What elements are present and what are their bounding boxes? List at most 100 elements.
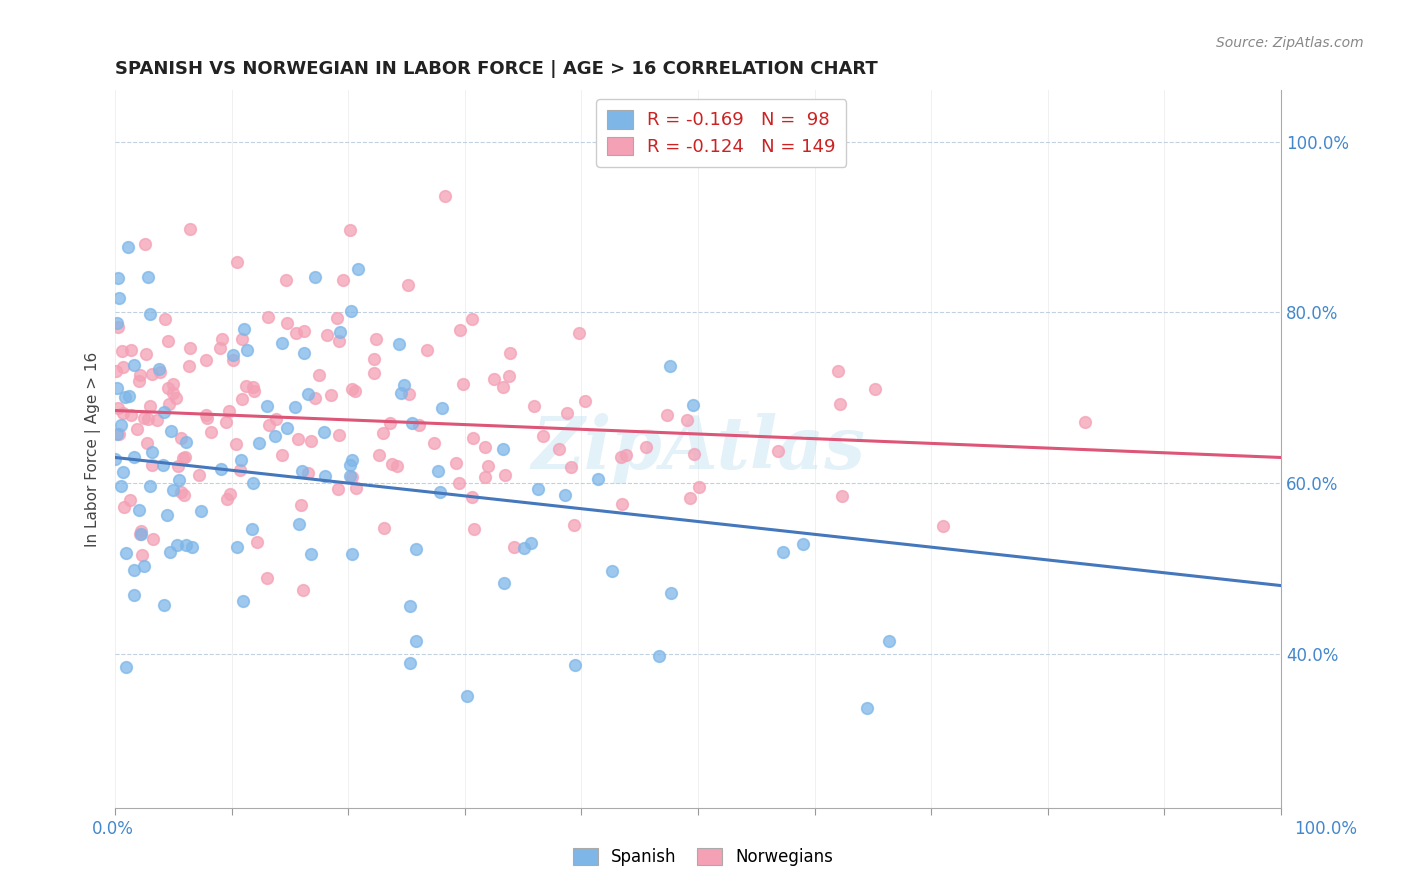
Point bbox=[257, 417, 280, 432]
Point bbox=[170, 431, 193, 445]
Point bbox=[111, 465, 134, 479]
Point bbox=[226, 540, 249, 554]
Point bbox=[242, 476, 264, 491]
Point bbox=[209, 461, 232, 475]
Point bbox=[290, 498, 312, 512]
Point bbox=[107, 316, 129, 330]
Point bbox=[648, 648, 671, 663]
Point bbox=[159, 424, 181, 438]
Point bbox=[132, 411, 155, 425]
Point bbox=[107, 320, 129, 334]
Point bbox=[256, 400, 278, 414]
Point bbox=[125, 422, 148, 436]
Point bbox=[153, 598, 176, 612]
Point bbox=[166, 458, 188, 473]
Point bbox=[156, 381, 179, 395]
Point bbox=[122, 359, 145, 373]
Point bbox=[863, 382, 886, 396]
Point bbox=[399, 656, 422, 670]
Point bbox=[363, 367, 385, 381]
Point bbox=[772, 545, 794, 559]
Point bbox=[394, 378, 416, 392]
Point bbox=[246, 534, 269, 549]
Point bbox=[208, 341, 231, 355]
Point bbox=[222, 352, 245, 367]
Point bbox=[157, 334, 180, 348]
Point bbox=[156, 508, 179, 522]
Point bbox=[328, 334, 350, 348]
Point bbox=[342, 547, 364, 561]
Point bbox=[586, 472, 609, 486]
Point bbox=[129, 526, 152, 541]
Point bbox=[134, 558, 156, 573]
Point bbox=[217, 492, 239, 507]
Point bbox=[398, 387, 420, 401]
Point bbox=[531, 429, 554, 443]
Point bbox=[423, 436, 446, 450]
Point bbox=[828, 397, 851, 411]
Point bbox=[226, 254, 249, 268]
Point bbox=[568, 326, 591, 341]
Point bbox=[276, 421, 298, 435]
Point bbox=[247, 435, 270, 450]
Point bbox=[451, 376, 474, 391]
Point bbox=[110, 417, 132, 432]
Point bbox=[342, 382, 364, 396]
Point bbox=[827, 363, 849, 377]
Point bbox=[128, 374, 150, 388]
Point bbox=[194, 352, 217, 367]
Point bbox=[344, 481, 367, 495]
Point bbox=[111, 344, 134, 359]
Point bbox=[256, 571, 278, 585]
Point bbox=[173, 488, 195, 502]
Point bbox=[148, 362, 170, 376]
Point bbox=[492, 380, 515, 394]
Point bbox=[408, 417, 430, 432]
Point bbox=[232, 322, 254, 336]
Point bbox=[291, 582, 314, 597]
Point bbox=[215, 415, 238, 429]
Point bbox=[373, 521, 395, 535]
Legend: Spanish, Norwegians: Spanish, Norwegians bbox=[565, 840, 841, 875]
Point bbox=[179, 222, 201, 236]
Point bbox=[405, 634, 427, 648]
Point bbox=[231, 332, 253, 346]
Point bbox=[430, 401, 453, 415]
Point bbox=[405, 542, 427, 557]
Point bbox=[276, 316, 298, 330]
Point bbox=[396, 278, 419, 293]
Point bbox=[314, 469, 336, 483]
Point bbox=[856, 701, 879, 715]
Point bbox=[114, 391, 136, 405]
Point bbox=[162, 483, 184, 498]
Point bbox=[173, 450, 195, 465]
Point bbox=[292, 345, 315, 359]
Point bbox=[340, 304, 363, 318]
Point bbox=[308, 368, 330, 383]
Point bbox=[153, 405, 176, 419]
Point bbox=[188, 468, 211, 483]
Text: 100.0%: 100.0% bbox=[1294, 821, 1357, 838]
Point bbox=[104, 363, 127, 377]
Point bbox=[491, 442, 513, 456]
Point bbox=[172, 450, 194, 465]
Point bbox=[463, 522, 485, 536]
Point bbox=[600, 564, 623, 578]
Point bbox=[444, 456, 467, 470]
Point bbox=[329, 325, 352, 339]
Point bbox=[229, 453, 252, 467]
Point bbox=[231, 392, 253, 407]
Point bbox=[676, 413, 699, 427]
Point bbox=[449, 323, 471, 337]
Point bbox=[655, 408, 678, 422]
Point bbox=[104, 452, 127, 467]
Point bbox=[385, 458, 408, 473]
Point bbox=[136, 411, 159, 425]
Point bbox=[449, 475, 471, 490]
Point bbox=[225, 437, 247, 451]
Point bbox=[564, 657, 586, 672]
Point bbox=[456, 690, 478, 704]
Point bbox=[299, 434, 322, 448]
Point bbox=[129, 526, 152, 541]
Point bbox=[560, 460, 582, 475]
